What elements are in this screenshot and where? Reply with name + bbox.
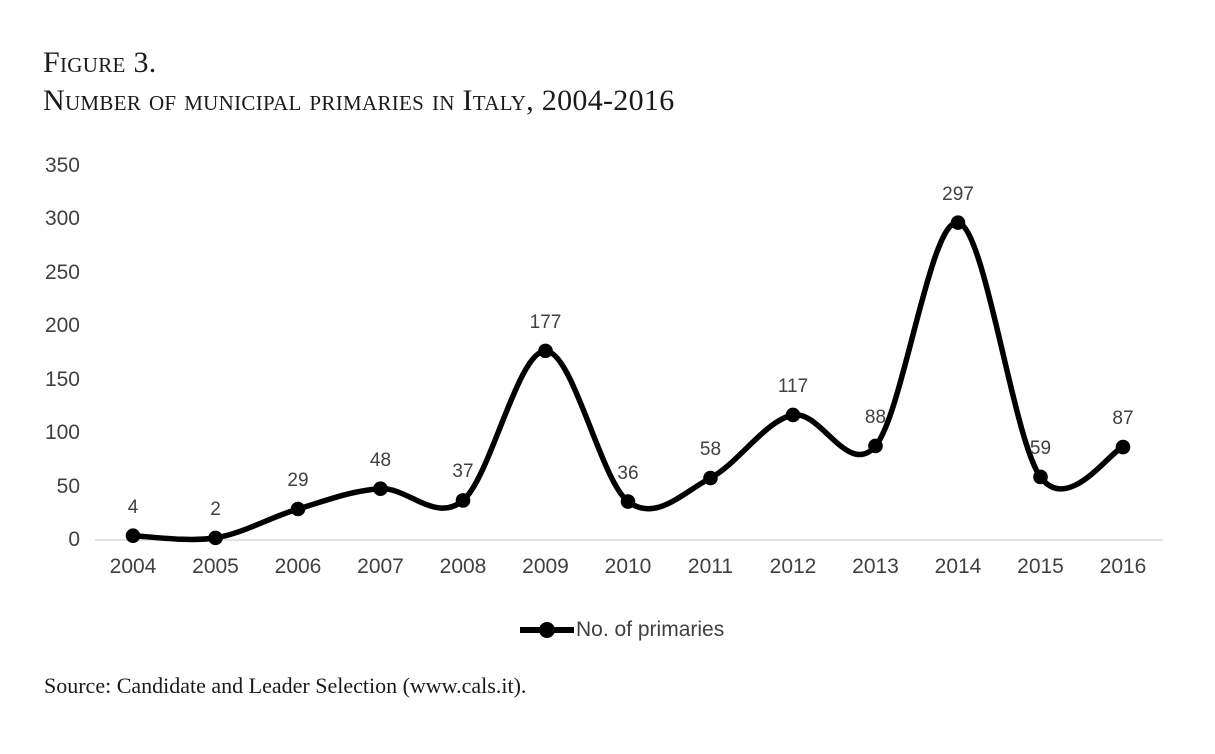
x-axis-tick-label: 2009 [522, 555, 569, 578]
x-axis-tick-label: 2006 [274, 555, 322, 578]
y-axis-tick-label: 100 [44, 421, 80, 445]
legend: No. of primaries [518, 617, 724, 643]
data-point-label: 48 [369, 449, 392, 471]
x-axis-tick-label: 2016 [1099, 555, 1147, 578]
data-point-marker [208, 530, 223, 546]
data-point-label: 4 [127, 496, 139, 518]
data-point-label: 87 [1112, 408, 1134, 430]
data-point-marker [868, 438, 883, 454]
data-point-marker [785, 407, 801, 423]
x-axis-tick-label: 2011 [687, 555, 734, 578]
x-axis-tick-label: 2008 [439, 555, 487, 578]
x-axis-tick-label: 2005 [192, 555, 239, 578]
data-point-label: 117 [777, 375, 809, 397]
data-point-label: 177 [529, 311, 562, 333]
figure-label: Figure 3. [43, 46, 157, 79]
y-axis-tick-label: 200 [44, 314, 80, 338]
figure-title-block: Figure 3. Number of municipal primaries … [43, 44, 675, 120]
data-point-label: 36 [617, 462, 639, 484]
data-point-label: 59 [1029, 437, 1052, 459]
x-axis-tick-label: 2012 [769, 555, 817, 578]
x-axis-tick-label: 2013 [852, 555, 899, 578]
data-point-label: 2 [210, 498, 221, 520]
legend-line-marker-icon [520, 622, 574, 638]
x-axis-tick-label: 2010 [604, 555, 652, 578]
data-point-marker [373, 481, 388, 497]
x-axis-tick-label: 2015 [1017, 555, 1064, 578]
data-point-marker [1115, 439, 1131, 455]
data-point-label: 29 [287, 470, 309, 491]
data-point-marker [620, 494, 636, 509]
source-note: Source: Candidate and Leader Selection (… [44, 673, 527, 698]
data-point-marker [125, 528, 141, 544]
y-axis-tick-label: 300 [44, 207, 80, 231]
data-point-label: 88 [864, 406, 887, 428]
data-point-label: 58 [699, 439, 722, 461]
x-axis-tick-label: 2007 [357, 555, 404, 578]
x-axis-tick-label: 2004 [109, 555, 157, 578]
data-point-marker [1033, 469, 1048, 485]
data-point-label: 37 [452, 461, 474, 483]
y-axis-tick-label: 0 [68, 528, 80, 551]
figure-title: Number of municipal primaries in Italy, … [43, 84, 675, 117]
data-point-label: 297 [942, 183, 974, 205]
data-point-marker [290, 501, 306, 517]
series-line [130, 219, 1126, 543]
x-axis-tick-label: 2014 [934, 555, 982, 578]
data-point-marker [950, 215, 966, 230]
y-axis-tick-label: 50 [56, 474, 80, 498]
data-point-marker [455, 493, 471, 508]
y-axis-tick-label: 150 [44, 367, 80, 391]
legend-label: No. of primaries [576, 618, 725, 641]
data-point-marker [538, 343, 553, 359]
data-point-marker [703, 470, 718, 486]
y-axis-tick-label: 250 [44, 260, 80, 284]
y-axis-tick-label: 350 [44, 154, 80, 177]
